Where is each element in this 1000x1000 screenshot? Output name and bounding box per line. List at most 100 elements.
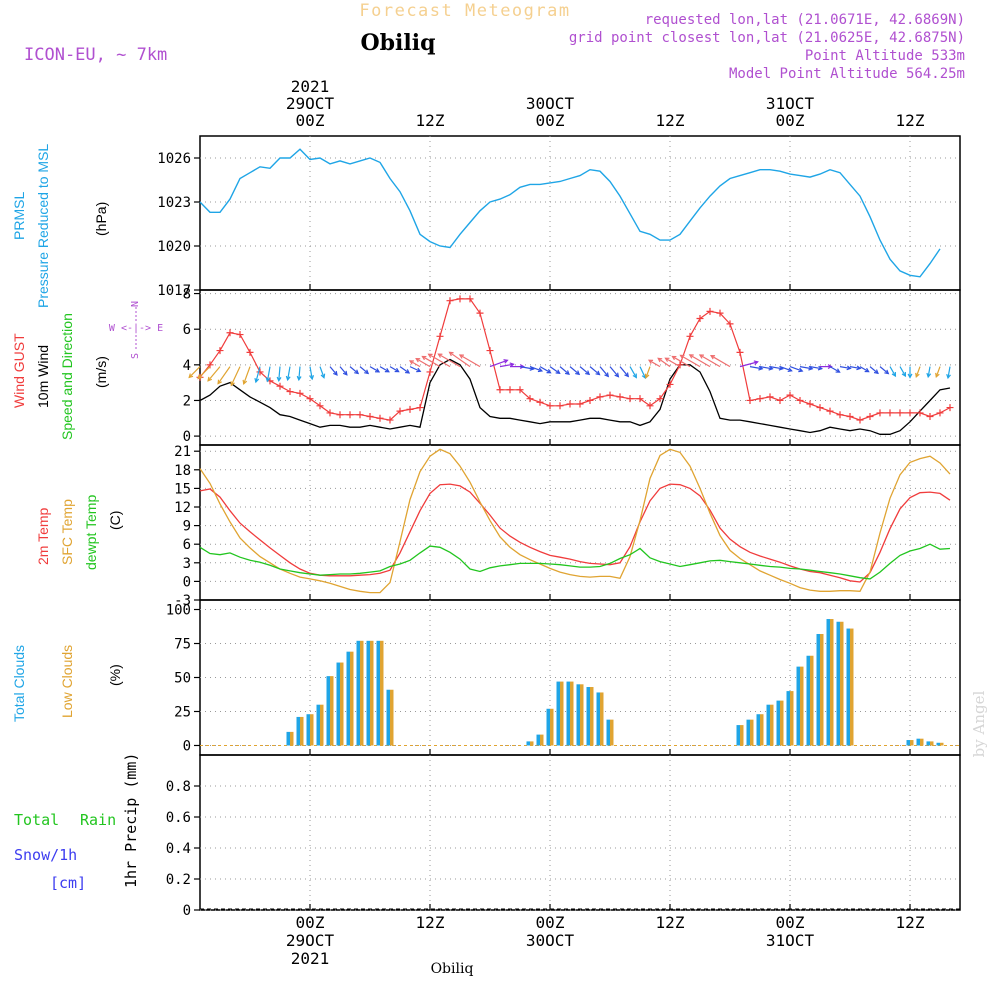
temperature-panel: -3 0 3 6 9 12 15 18 21 [174,444,961,609]
compass-rose: N W <-|-> E S [109,301,163,359]
wind-arrow [639,366,646,379]
wind-arrow-head [709,355,716,360]
wind-arrow-head [437,353,443,358]
wind-arrow-head [595,370,601,376]
gust-point [686,332,694,340]
wind-arrow-head [926,372,932,379]
gust-point [736,348,744,356]
wind-arrow [449,351,471,368]
gust-point [566,400,574,408]
low-cloud-bar [350,651,354,746]
y-tick-label: 3 [183,556,191,572]
wind-arrow-head [207,376,213,382]
wind-arrow [899,366,906,377]
total-cloud-bar [306,714,310,746]
gust-point [216,347,224,355]
wind-arrow-head [614,372,620,378]
gust-point [876,409,884,417]
total-cloud-bar [776,700,780,746]
low-cloud-bar [300,716,304,746]
gust-point [896,409,904,417]
wind-arrow [389,366,399,373]
y-tick-label: 1020 [157,239,191,255]
wind-arrow [207,366,221,382]
wind-arrow [869,366,879,374]
wind-arrow-head [798,367,804,373]
wind-arrow [849,366,861,370]
point-altitude: Point Altitude 533m [805,48,965,64]
wind-arrow-head [384,367,390,373]
total-cloud-bar [596,692,600,746]
y-tick-label: 1017 [157,283,191,299]
temp-sfc-line [199,448,951,594]
total-cloud-bar [546,708,550,746]
total-cloud-bar [336,662,340,746]
gust-point [306,395,314,403]
y-tick-label: 15 [174,481,191,497]
y-tick-label: 0 [183,738,191,754]
wind-arrow-head [276,376,282,382]
y-tick-label: 0.6 [166,810,191,826]
low-cloud-bar [550,708,554,746]
gust-line [199,298,951,421]
wind-arrow [255,366,261,383]
top-tick-label: 30OCT [526,94,575,113]
wind-arrow-head [416,367,422,373]
low-cloud-bar [920,738,924,746]
wind-arrow [298,366,301,380]
low-cloud-bar [850,628,854,746]
total-cloud-bar [526,741,530,746]
gust-point [866,412,874,420]
wind-arrow-head [787,367,793,373]
total-cloud-bar [296,716,300,746]
gust-point [476,309,484,317]
wind-arrow [349,366,359,374]
wind-arrow [428,353,451,368]
wind-arrow-head [537,367,544,373]
total-cloud-bar [836,621,840,746]
wind-arrow [339,366,348,376]
wind-arrow-head [901,372,907,378]
low-cloud-bar [360,640,364,746]
total-cloud-bar [356,640,360,746]
y-tick-label: 1023 [157,195,191,211]
y-tick-label: 0.2 [166,872,191,888]
wind-10m-label: 10m Wind [35,345,51,408]
wind-arrow [188,366,201,378]
wind-arrow [648,359,661,368]
gust-point [406,405,414,413]
wind-arrow [438,353,461,368]
y-tick-label: 25 [174,704,191,720]
top-tick-label: 00Z [536,111,565,130]
bottom-tick-label: 12Z [416,913,445,932]
wind-arrow-head [364,369,370,375]
gust-point [536,398,544,406]
wind-arrow [769,366,783,370]
y-tick-label: 75 [174,637,191,653]
top-tick-label: 12Z [896,111,925,130]
model-name: ICON-EU, ~ 7km [24,45,167,65]
total-cloud-bar [576,684,580,746]
total-clouds-label: Total Clouds [11,645,27,722]
location-title: Obiliq [360,30,435,56]
wind-arrow [947,366,951,379]
gust-point [756,395,764,403]
top-tick-label: 12Z [656,111,685,130]
wind-arrow-head [817,365,824,371]
total-cloud-bar [926,741,930,746]
low-cloud-bar [600,692,604,746]
gust-point [516,386,524,394]
wind-arrow-head [197,374,203,380]
wind-arrow [369,366,380,373]
wind-arrow-head [575,370,581,376]
gust-point [766,393,774,401]
gust-point [586,396,594,404]
bottom-tick-label: 00Z [296,913,325,932]
wind-arrow [499,363,514,368]
wind-arrow-head [632,373,637,379]
low-cloud-bar [540,734,544,746]
wind-arrow-head [503,359,509,364]
wind-arrow [539,366,551,374]
low-cloud-bar [370,640,374,746]
low-cloud-bar [810,655,814,746]
